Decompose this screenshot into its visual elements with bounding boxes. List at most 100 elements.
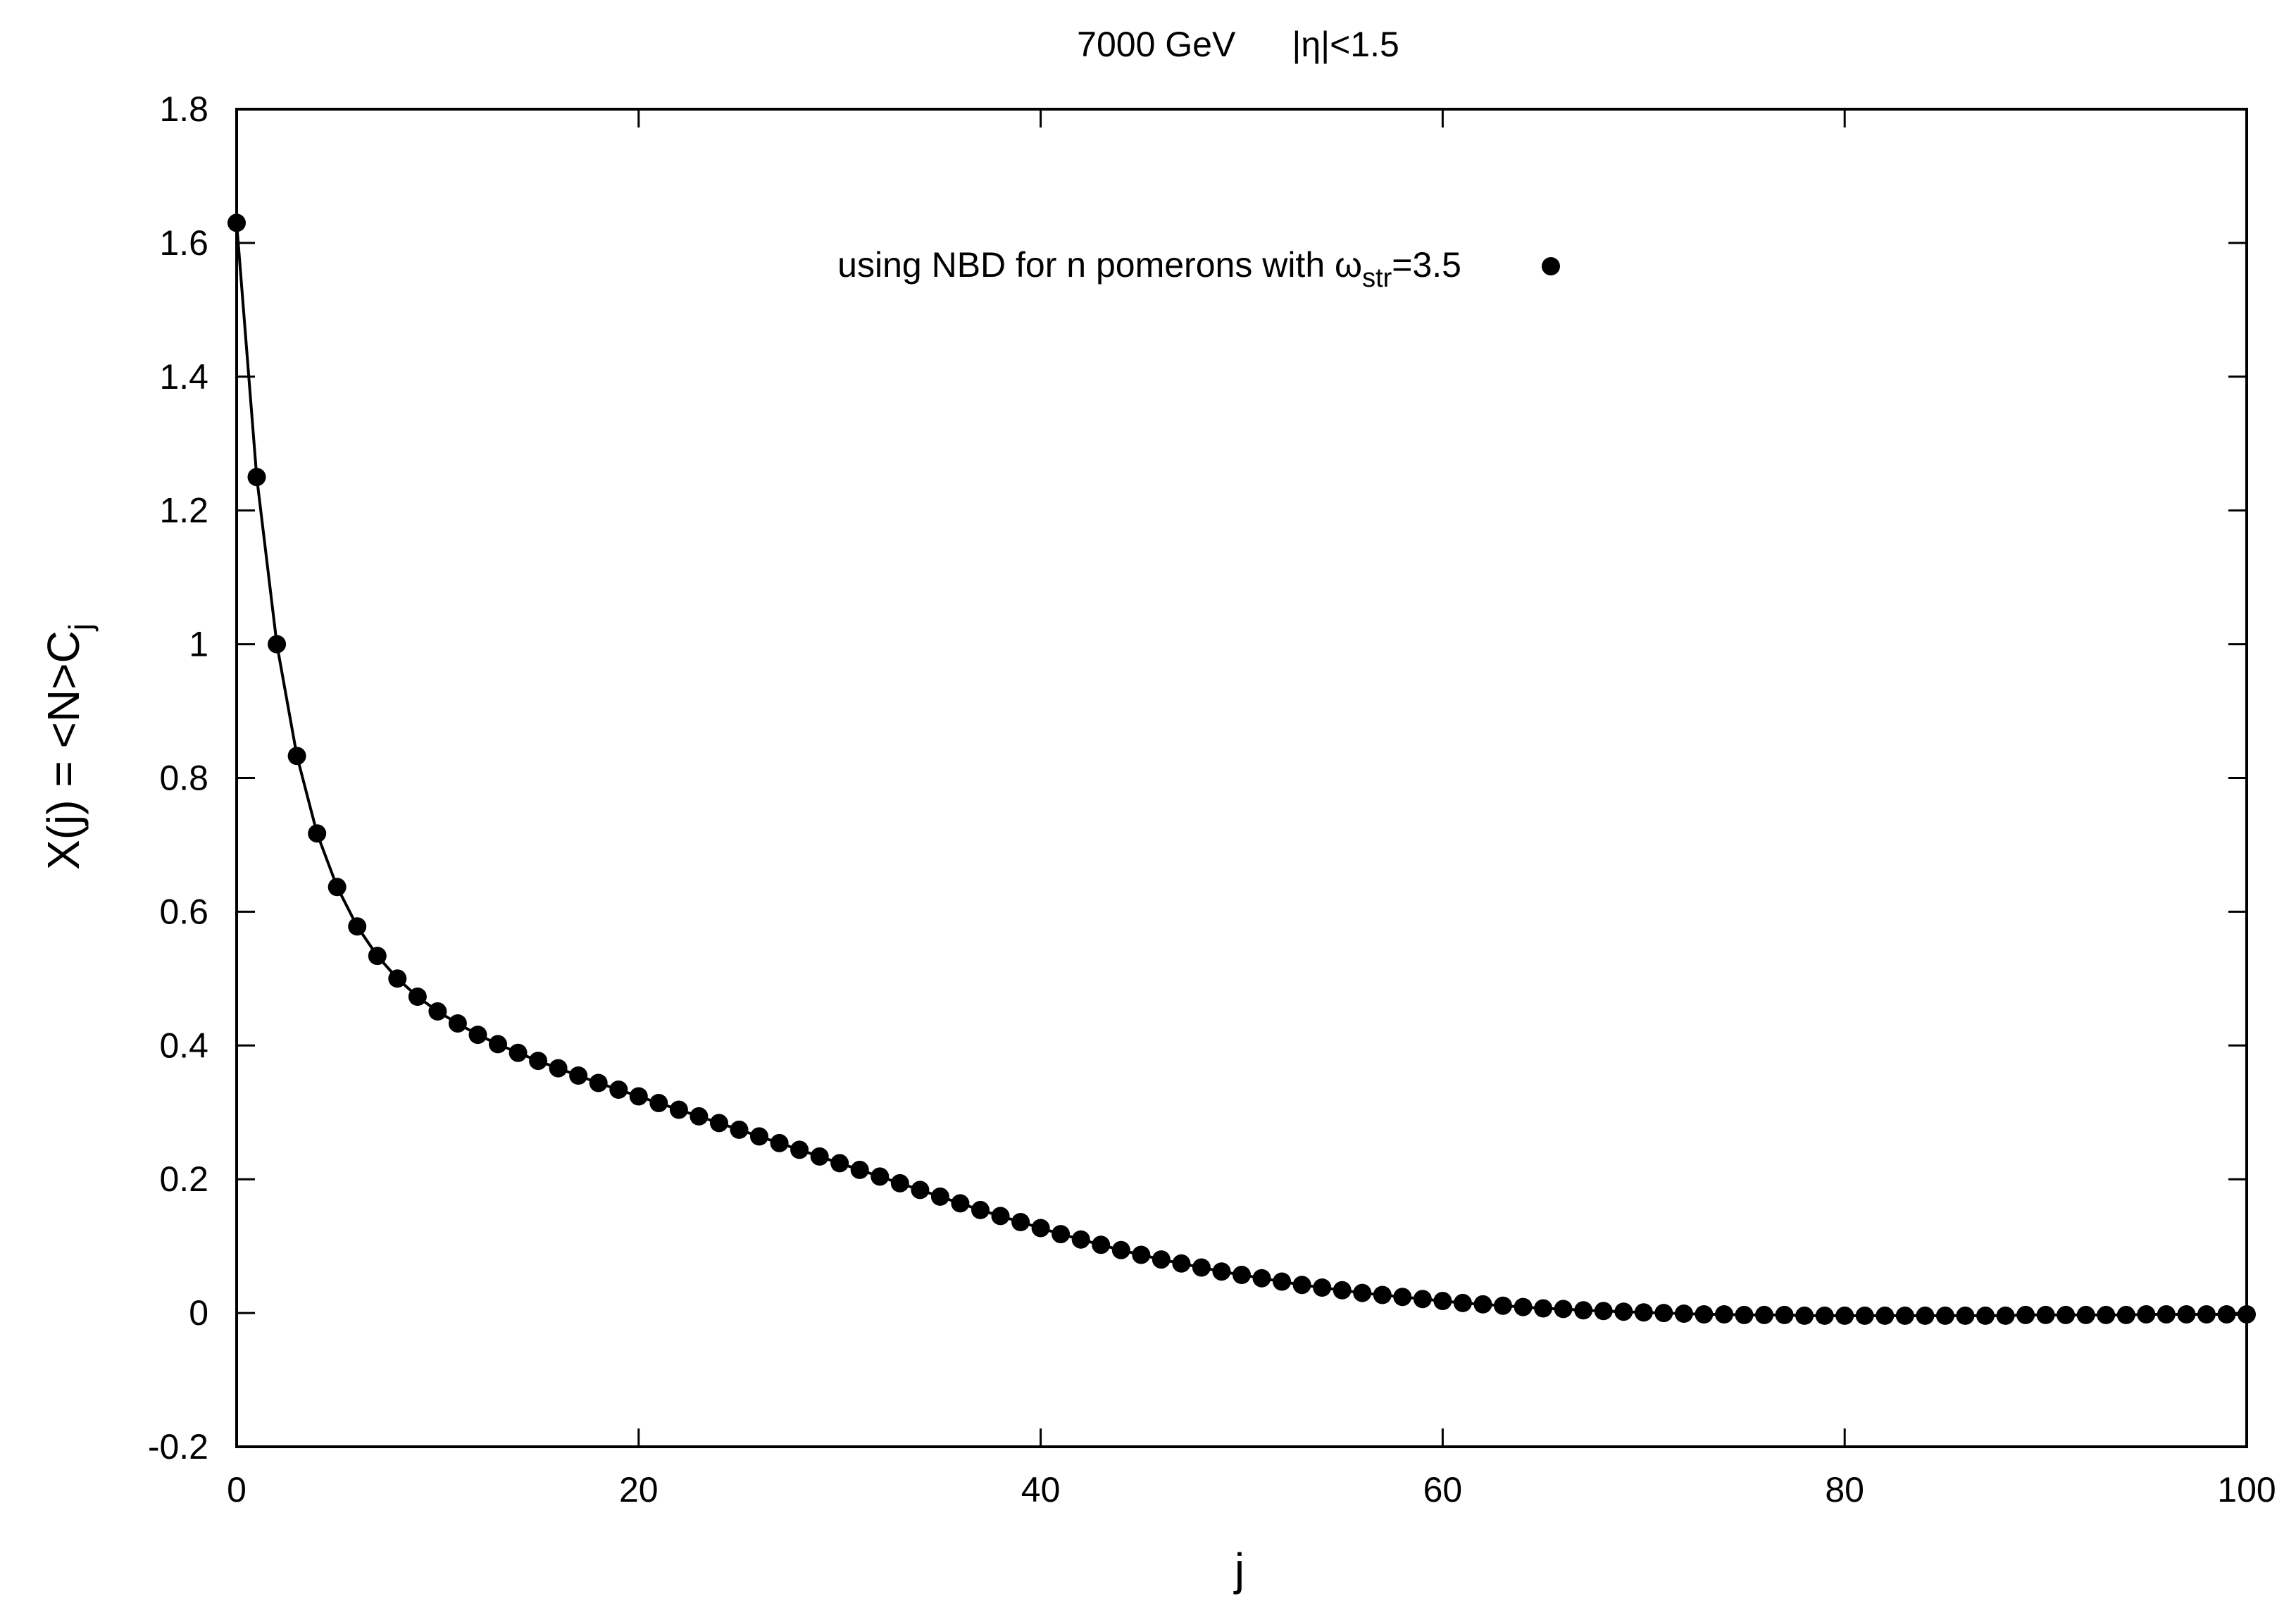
data-point <box>649 1094 668 1112</box>
data-point <box>890 1173 909 1192</box>
data-point <box>1313 1278 1332 1297</box>
data-point <box>669 1100 688 1119</box>
data-point <box>287 747 306 766</box>
data-point <box>629 1087 648 1106</box>
data-point <box>1976 1306 1995 1325</box>
data-point <box>1574 1301 1593 1320</box>
data-point <box>810 1147 829 1166</box>
data-point <box>750 1127 768 1146</box>
data-point <box>308 824 327 843</box>
y-tick-label: 0.8 <box>159 759 208 798</box>
data-point <box>2238 1305 2256 1324</box>
data-point <box>1594 1302 1613 1321</box>
data-point <box>770 1133 789 1152</box>
title-eta-cut: |η|<1.5 <box>1292 25 1399 64</box>
data-point <box>1413 1290 1432 1309</box>
data-point <box>1252 1269 1271 1288</box>
data-point <box>1052 1225 1071 1244</box>
data-point <box>1795 1306 1814 1325</box>
legend: using NBD for n pomerons with ωstr=3.5 <box>837 245 1560 293</box>
data-point <box>227 213 246 232</box>
data-point <box>1634 1303 1653 1322</box>
data-point <box>1996 1306 2015 1325</box>
data-point <box>1473 1295 1492 1314</box>
data-point <box>1775 1305 1794 1324</box>
y-tick-label: 0 <box>189 1293 208 1333</box>
data-point <box>1453 1293 1472 1312</box>
y-tick-label: 1.6 <box>159 223 208 263</box>
data-point <box>2157 1305 2176 1324</box>
data-point <box>1433 1292 1452 1310</box>
data-point <box>569 1066 588 1085</box>
title-energy: 7000 GeV <box>1077 25 1236 64</box>
data-point <box>2137 1305 2156 1324</box>
y-axis-label-main: X(j) = <N>C <box>38 630 89 870</box>
data-point <box>690 1107 709 1126</box>
data-point <box>1554 1300 1573 1319</box>
y-tick-label: 0.4 <box>159 1026 208 1065</box>
x-tick-label: 0 <box>227 1470 247 1509</box>
x-tick-label: 80 <box>1825 1470 1864 1509</box>
x-tick-label: 20 <box>619 1470 659 1509</box>
data-point <box>1654 1304 1673 1323</box>
data-point <box>1815 1306 1834 1325</box>
data-point <box>388 969 407 988</box>
y-tick-label: 0.2 <box>159 1159 208 1199</box>
data-point <box>2036 1305 2055 1324</box>
data-point <box>871 1167 890 1186</box>
data-point <box>1071 1230 1090 1249</box>
data-point <box>1735 1305 1754 1324</box>
data-point <box>1494 1296 1512 1315</box>
data-point <box>1755 1305 1773 1324</box>
data-point <box>930 1187 949 1206</box>
data-point <box>1353 1283 1372 1302</box>
data-point <box>468 1026 487 1045</box>
y-tick-label: 1.8 <box>159 89 208 129</box>
data-point <box>1192 1258 1211 1277</box>
data-point <box>448 1014 467 1033</box>
data-point <box>1956 1306 1975 1325</box>
data-point <box>368 947 387 966</box>
data-point <box>830 1154 849 1173</box>
data-point <box>1233 1266 1251 1284</box>
x-tick-label: 100 <box>2217 1470 2276 1509</box>
x-tick-label: 40 <box>1021 1470 1061 1509</box>
data-point <box>790 1140 809 1159</box>
data-point <box>2217 1305 2236 1324</box>
legend-marker <box>1542 257 1560 275</box>
data-point <box>1534 1299 1553 1318</box>
data-point <box>529 1052 548 1071</box>
data-point <box>1172 1254 1191 1273</box>
plot-area: 0 20 40 60 80 100 -0.2 0 0.2 0.4 0.6 0.8 1 1.2 1.4 1.6 1… <box>148 89 2276 1509</box>
chart-title: 7000 GeV |η|<1.5 <box>1077 25 1399 64</box>
data-point <box>1092 1235 1111 1254</box>
data-point <box>730 1120 749 1139</box>
legend-label-main: using NBD for n pomerons with ω <box>837 245 1362 285</box>
data-point <box>951 1194 970 1213</box>
y-tick-label: 1.4 <box>159 357 208 397</box>
data-point <box>1212 1262 1231 1281</box>
y-tick-label: 1 <box>189 625 208 664</box>
data-point <box>710 1114 728 1133</box>
data-point <box>1895 1306 1914 1325</box>
data-point <box>1111 1240 1130 1259</box>
y-tick-label: 1.2 <box>159 491 208 530</box>
y-tick-label: 0.6 <box>159 892 208 931</box>
data-point <box>268 635 287 654</box>
data-point <box>1292 1276 1311 1295</box>
data-point <box>1132 1245 1151 1264</box>
data-point <box>2016 1305 2035 1324</box>
y-axis-label-subscript: j <box>62 623 99 632</box>
data-point <box>1855 1306 1874 1325</box>
data-point <box>247 468 266 487</box>
data-point <box>1373 1285 1392 1304</box>
y-axis-label: X(j) = <N>Cj <box>38 623 99 870</box>
data-point <box>1514 1297 1533 1316</box>
y-tick-label: -0.2 <box>148 1427 208 1466</box>
data-point <box>1715 1305 1733 1324</box>
data-point <box>911 1181 930 1200</box>
legend-label: using NBD for n pomerons with ωstr=3.5 <box>837 245 1461 293</box>
legend-label-subscript: str <box>1362 263 1392 293</box>
data-point <box>1916 1306 1935 1325</box>
